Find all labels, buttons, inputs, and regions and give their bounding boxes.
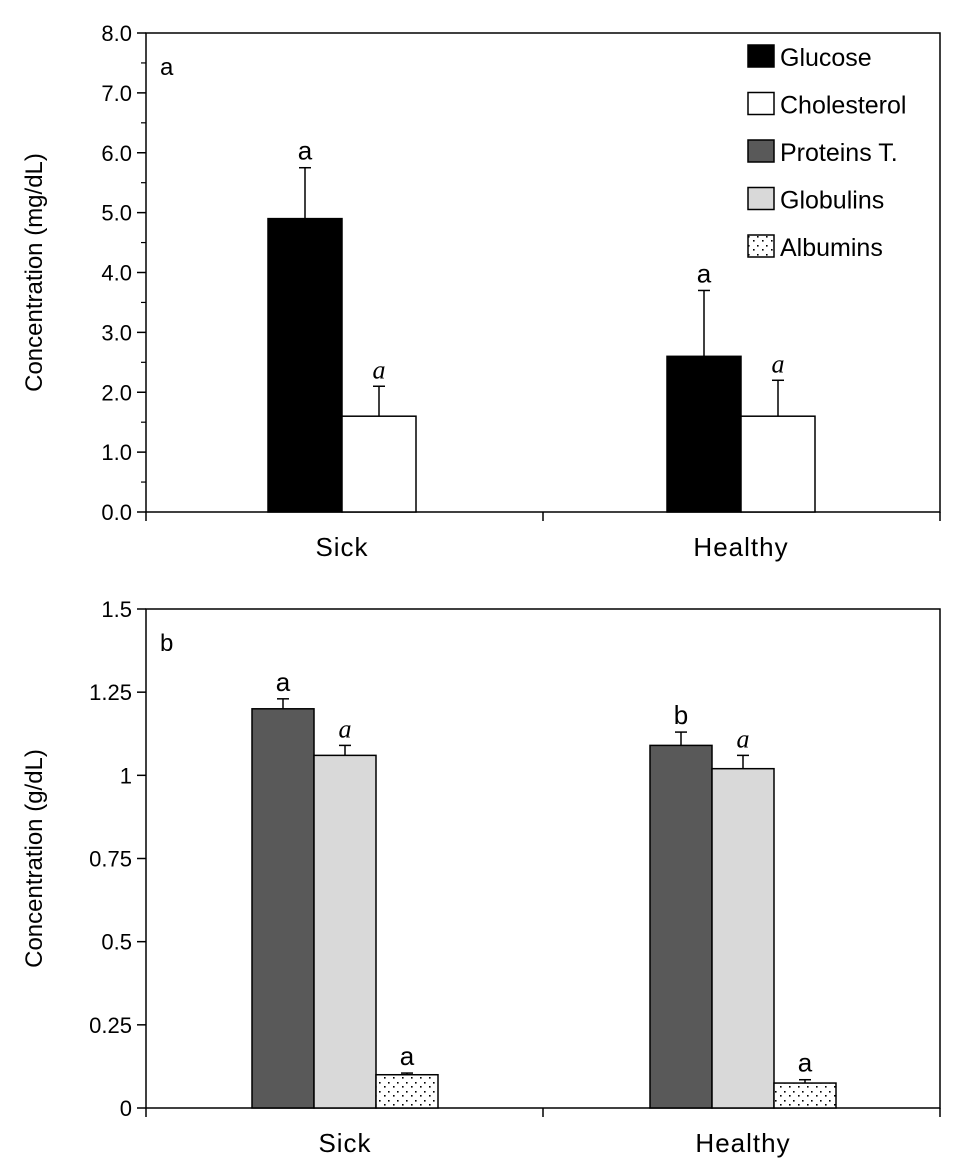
legend-label: Globulins bbox=[780, 187, 884, 215]
panel-a-y-tick-label: 5.0 bbox=[101, 201, 132, 226]
panel-b-y-axis-title: Concentration (g/dL) bbox=[21, 749, 48, 968]
legend-swatch bbox=[747, 234, 775, 258]
panel-b-y-tick-label: 0.5 bbox=[101, 930, 132, 955]
panel-a-significance-label: a bbox=[772, 349, 785, 378]
panel-b-significance-label: a bbox=[798, 1048, 813, 1078]
panel-a-x-category-label: Sick bbox=[315, 532, 368, 562]
panel-b-y-tick-label: 0.25 bbox=[89, 1013, 132, 1038]
panel-a-bar bbox=[740, 415, 816, 513]
legend-swatch bbox=[747, 139, 775, 163]
panel-b-bar bbox=[375, 1073, 439, 1109]
legend-swatch bbox=[747, 44, 775, 68]
panel-a-bar bbox=[267, 217, 343, 513]
panel-a-y-tick-label: 0.0 bbox=[101, 500, 132, 525]
legend-swatch bbox=[747, 186, 775, 211]
panel-b-significance-label: a bbox=[276, 667, 291, 697]
panel-a-y-tick-label: 8.0 bbox=[101, 21, 132, 46]
panel-b-bar bbox=[649, 744, 713, 1109]
panel-b-significance-label: a bbox=[339, 714, 352, 743]
panel-b-bar bbox=[251, 708, 315, 1109]
panel-b-significance-label: a bbox=[400, 1041, 415, 1071]
panel-b-significance-label: a bbox=[737, 724, 750, 753]
legend-label: Cholesterol bbox=[780, 92, 906, 120]
panel-a-y-tick-label: 2.0 bbox=[101, 380, 132, 405]
panel-a-significance-label: a bbox=[298, 136, 313, 166]
legend-label: Glucose bbox=[780, 44, 872, 72]
panel-a-significance-label: a bbox=[373, 355, 386, 384]
panel-b-panel-label: b bbox=[160, 630, 173, 657]
legend-swatch bbox=[747, 91, 775, 116]
panel-b-bar bbox=[313, 754, 377, 1109]
panel-a-y-axis-title: Concentration (mg/dL) bbox=[21, 153, 48, 392]
panel-b-y-tick-label: 1.5 bbox=[101, 597, 132, 622]
panel-a-x-category-label: Healthy bbox=[693, 532, 788, 562]
panel-b-y-tick-label: 1.25 bbox=[89, 680, 132, 705]
panel-a-panel-label: a bbox=[160, 54, 174, 81]
panel-b-x-category-label: Sick bbox=[318, 1128, 371, 1158]
panel-b-bar bbox=[773, 1082, 837, 1109]
panel-b-bar bbox=[711, 767, 775, 1109]
panel-b-x-category-label: Healthy bbox=[695, 1128, 790, 1158]
panel-a-bar bbox=[341, 415, 417, 513]
panel-a-y-tick-label: 4.0 bbox=[101, 261, 132, 286]
legend-label: Proteins T. bbox=[780, 139, 898, 167]
panel-a-y-tick-label: 1.0 bbox=[101, 440, 132, 465]
panel-a-bar bbox=[666, 355, 742, 513]
panel-a-y-tick-label: 6.0 bbox=[101, 141, 132, 166]
panel-a-y-tick-label: 7.0 bbox=[101, 81, 132, 106]
legend-label: Albumins bbox=[780, 234, 883, 262]
panel-b-y-tick-label: 0 bbox=[120, 1096, 132, 1121]
panel-b-y-tick-label: 1 bbox=[120, 763, 132, 788]
panel-a-significance-label: a bbox=[697, 258, 712, 288]
panel-a-y-tick-label: 3.0 bbox=[101, 320, 132, 345]
panel-b-significance-label: b bbox=[674, 700, 688, 730]
panel-b-y-tick-label: 0.75 bbox=[89, 847, 132, 872]
